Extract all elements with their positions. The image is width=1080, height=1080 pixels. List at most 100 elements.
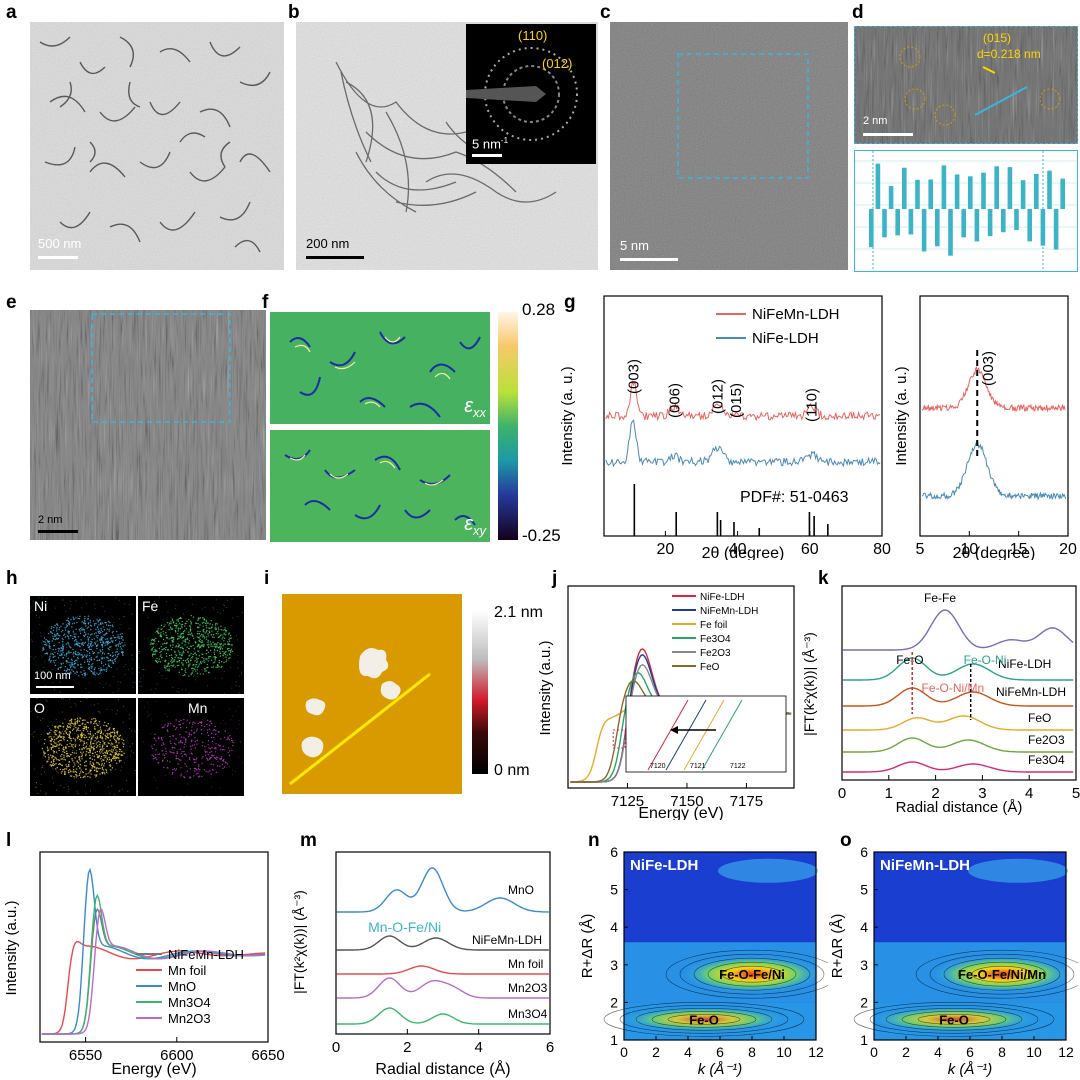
eds-pixel (62, 746, 65, 748)
eds-pixel (36, 698, 38, 699)
eds-pixel (179, 636, 181, 638)
eds-pixel (231, 624, 233, 626)
eds-pixel (116, 746, 119, 749)
eds-pixel (182, 650, 185, 653)
eds-pixel (57, 637, 60, 640)
eds-pixel (227, 747, 230, 749)
eds-pixel (78, 652, 81, 655)
eds-pixel (190, 622, 193, 624)
eds-pixel (105, 624, 108, 626)
k-annot-feonimn: Fe-O-Ni/Mn (922, 681, 985, 695)
eds-pixel (112, 757, 114, 760)
eds-pixel (100, 644, 103, 646)
tem-image-b: (110) (012) 5 nm-1 200 nm (296, 22, 598, 270)
eds-pixel (58, 626, 61, 629)
oSvg-contour (915, 949, 1078, 999)
eds-pixel (49, 728, 51, 730)
eds-pixel (194, 770, 196, 772)
eds-pixel (87, 773, 89, 775)
eds-pixel (157, 628, 159, 630)
eds-pixel (76, 659, 78, 661)
eds-pixel (194, 648, 196, 650)
l-legend-label: NiFeMn-LDH (168, 947, 244, 962)
eds-pixel (92, 733, 94, 735)
eds-pixel (155, 661, 157, 663)
eds-pixel (94, 720, 97, 723)
eds-pixel (210, 750, 212, 752)
eds-pixel (49, 647, 51, 650)
eds-pixel (207, 734, 210, 737)
eds-pixel (85, 728, 87, 730)
eds-pixel (195, 663, 198, 666)
eds-pixel (99, 773, 101, 775)
eds-pixel (191, 657, 193, 659)
eds-pixel (143, 706, 145, 708)
eds-pixel (98, 667, 100, 670)
eds-pixel (201, 653, 203, 655)
eds-pixel (222, 629, 224, 631)
eds-pixel (221, 750, 223, 752)
eds-pixel (115, 740, 118, 743)
eds-pixel (232, 741, 234, 744)
panel-label-a: a (6, 2, 17, 23)
eds-pixel (181, 755, 183, 758)
eds-pixel (75, 730, 78, 732)
eds-pixel (195, 641, 197, 643)
eds-pixel (70, 600, 72, 602)
eds-pixel (99, 759, 101, 761)
eds-pixel (227, 736, 229, 738)
eds-pixel (41, 767, 43, 769)
eds-pixel (192, 653, 194, 656)
eds-pixel (67, 657, 69, 660)
nSvg-contour (667, 1014, 741, 1025)
eds-pixel (99, 728, 102, 730)
eds-pixel (87, 751, 90, 754)
eds-pixel (87, 743, 89, 745)
eds-pixel (238, 720, 240, 722)
eds-pixel (155, 688, 157, 690)
eds-pixel (192, 721, 194, 723)
eds-pixel (176, 619, 178, 621)
eds-pixel (205, 619, 208, 621)
eds-pixel (68, 644, 70, 646)
eds-pixel (232, 769, 234, 771)
eds-pixel (50, 660, 52, 662)
eds-pixel (116, 744, 118, 747)
eds-pixel (229, 708, 231, 710)
eds-pixel (116, 668, 118, 670)
eds-pixel (112, 756, 115, 758)
eds-pixel (211, 769, 214, 771)
eds-pixel (160, 624, 163, 627)
eds-pixel (30, 607, 31, 609)
eds-pixel (87, 644, 89, 646)
eds-pixel (100, 668, 102, 671)
eds-pixel (163, 633, 165, 635)
eds-pixel (224, 627, 226, 629)
eds-pixel (198, 769, 201, 771)
eds-pixel (44, 673, 46, 675)
eds-pixel (96, 640, 98, 642)
eds-pixel (87, 622, 90, 624)
eds-pixel (96, 770, 98, 773)
eds-pixel (79, 632, 82, 635)
eds-pixel (218, 662, 221, 664)
eds-pixel (218, 647, 220, 649)
eds-pixel (77, 617, 79, 620)
eds-pixel (80, 739, 82, 741)
eds-pixel (49, 764, 51, 766)
eds-pixel (138, 651, 140, 653)
eds-pixel (99, 638, 101, 641)
eds-pixel (77, 718, 79, 720)
eds-pixel (228, 754, 231, 757)
eds-pixel (223, 605, 225, 607)
eds-pixel (65, 655, 67, 657)
eds-pixel (92, 652, 94, 654)
eds-pixel (101, 622, 104, 624)
eds-pixel (63, 751, 66, 754)
oSvg-hotspot-upper (934, 956, 1070, 993)
eds-pixel (100, 622, 102, 624)
eds-pixel (168, 638, 170, 640)
eds-pixel (197, 768, 200, 770)
eds-pixel (70, 753, 72, 756)
eds-pixel (117, 654, 119, 656)
